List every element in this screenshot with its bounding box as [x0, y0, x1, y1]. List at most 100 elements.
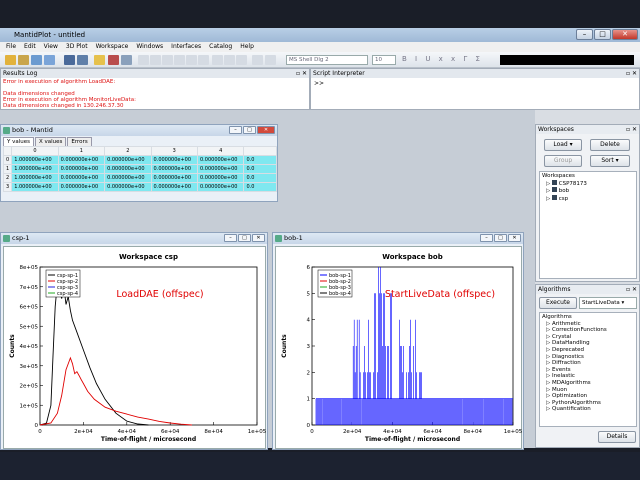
algorithm-category[interactable]: ▷ Deprecated — [546, 346, 585, 353]
new-table-icon[interactable] — [44, 55, 55, 65]
execute-button[interactable]: Execute — [539, 297, 577, 309]
cell[interactable]: 0.000000e+00 — [150, 182, 199, 192]
algorithm-combo[interactable]: StartLiveData ▾ — [579, 297, 637, 309]
delete-button[interactable]: Delete — [590, 139, 630, 151]
algorithm-category[interactable]: ▷ Arithmetic — [546, 320, 581, 327]
table-row[interactable]: 2 1.000000e+00 0.000000e+00 0.000000e+00 0.0… — [2, 173, 277, 183]
font-size-combo[interactable]: 10 — [372, 55, 396, 65]
algorithm-category[interactable]: ▷ CorrectionFunctions — [546, 327, 607, 334]
tree-item[interactable]: ▷ CSP78173 — [546, 179, 587, 187]
pan-icon[interactable] — [150, 55, 161, 65]
algorithm-category[interactable]: ▷ Quantification — [546, 406, 591, 413]
crosshair-icon[interactable] — [198, 55, 209, 65]
algorithm-category[interactable]: ▷ Crystal — [546, 333, 572, 340]
cell[interactable]: 0.000000e+00 — [104, 182, 152, 192]
tree-item[interactable]: ▷ csp — [546, 194, 569, 202]
matrix-icon[interactable] — [64, 55, 75, 65]
menu-workspace[interactable]: Workspace — [95, 43, 129, 50]
text-icon[interactable] — [212, 55, 223, 65]
sort-button[interactable]: Sort ▾ — [590, 155, 630, 167]
group-button[interactable]: Group — [544, 155, 582, 167]
algorithm-category[interactable]: ▷ DataHandling — [546, 340, 590, 347]
close-button[interactable]: ✕ — [252, 234, 265, 242]
minimize-button[interactable]: – — [576, 29, 593, 40]
close-button[interactable]: ✕ — [257, 126, 275, 134]
cell[interactable]: 1.000000e+00 — [11, 182, 59, 192]
cell[interactable]: 0.0 — [243, 182, 277, 192]
bob-plot-area[interactable]: Workspace bob 0 2e+04 4e+04 6e+04 8e+04 1e+05 0… — [275, 246, 523, 450]
bob-chart[interactable]: Workspace bob 0 2e+04 4e+04 6e+04 8e+04 1e+05 0… — [276, 247, 523, 450]
table-row[interactable]: 3 1.000000e+00 0.000000e+00 0.000000e+00 0.0… — [2, 182, 277, 192]
zoom-in-icon[interactable] — [162, 55, 173, 65]
cell[interactable]: 0.0 — [243, 155, 277, 165]
save-icon[interactable] — [31, 55, 42, 65]
min-button[interactable]: – — [480, 234, 493, 242]
float-close-icons[interactable]: ▫ ✕ — [295, 70, 307, 77]
menu-3d-plot[interactable]: 3D Plot — [65, 43, 88, 50]
table-row[interactable]: 0 1.000000e+00 0.000000e+00 0.000000e+00 0.0… — [2, 155, 277, 165]
menu-file[interactable]: File — [6, 43, 17, 50]
menu-help[interactable]: Help — [240, 43, 254, 50]
algorithm-category[interactable]: ▷ Muon — [546, 386, 568, 393]
min-button[interactable]: – — [229, 126, 242, 134]
float-close-icons[interactable]: ▫ ✕ — [625, 286, 637, 293]
cell[interactable]: 0.000000e+00 — [196, 173, 245, 183]
open-folder-icon[interactable] — [5, 55, 16, 65]
cell[interactable]: 0.0 — [243, 164, 277, 174]
cell[interactable]: 1.000000e+00 — [11, 173, 59, 183]
graph-icon[interactable] — [108, 55, 119, 65]
cell[interactable]: 1.000000e+00 — [11, 155, 59, 165]
cell[interactable]: 1.000000e+00 — [11, 164, 59, 174]
data-reader-icon[interactable] — [186, 55, 197, 65]
line-icon[interactable] — [236, 55, 247, 65]
algorithm-category[interactable]: ▷ Diffraction — [546, 360, 581, 367]
min-button[interactable]: – — [224, 234, 237, 242]
menu-view[interactable]: View — [43, 43, 58, 50]
csp-plot-area[interactable]: Workspace csp 0 2e+04 4e+04 6e+04 8e+04 1e+05 0… — [3, 246, 267, 450]
plot-icon[interactable] — [121, 55, 132, 65]
cell[interactable]: 0.000000e+00 — [104, 155, 152, 165]
cell[interactable]: 0.000000e+00 — [150, 155, 199, 165]
pointer-icon[interactable] — [138, 55, 149, 65]
table-row[interactable]: 1 1.000000e+00 0.000000e+00 0.000000e+00 0.0… — [2, 164, 277, 174]
menu-catalog[interactable]: Catalog — [209, 43, 233, 50]
cell[interactable]: 0.000000e+00 — [104, 173, 152, 183]
zoom-out-icon[interactable] — [174, 55, 185, 65]
cell[interactable]: 0.000000e+00 — [57, 155, 106, 165]
max-button[interactable]: □ — [238, 234, 251, 242]
algorithm-category[interactable]: ▷ MDAlgorithms — [546, 379, 591, 386]
python-prompt[interactable]: >> — [314, 80, 325, 87]
menu-interfaces[interactable]: Interfaces — [171, 43, 202, 50]
cell[interactable]: 0.000000e+00 — [104, 164, 152, 174]
cell[interactable]: 0.000000e+00 — [196, 155, 245, 165]
cell[interactable]: 0.000000e+00 — [57, 164, 106, 174]
font-combo[interactable]: MS Shell Dlg 2 — [286, 55, 368, 65]
tree-item[interactable]: ▷ bob — [546, 187, 570, 195]
algorithm-category[interactable]: ▷ PythonAlgorithms — [546, 399, 601, 406]
layer-icon[interactable] — [252, 55, 263, 65]
close-button[interactable]: ✕ — [508, 234, 521, 242]
grid-icon[interactable] — [77, 55, 88, 65]
load-button[interactable]: Load ▾ — [544, 139, 582, 151]
cell[interactable]: 0.000000e+00 — [57, 182, 106, 192]
menu-windows[interactable]: Windows — [136, 43, 164, 50]
cell[interactable]: 0.000000e+00 — [150, 164, 199, 174]
algorithm-category[interactable]: ▷ Diagnostics — [546, 353, 584, 360]
algorithm-category[interactable]: ▷ Inelastic — [546, 373, 575, 380]
algorithm-category[interactable]: ▷ Events — [546, 366, 571, 373]
details-button[interactable]: Details — [598, 431, 636, 443]
close-button[interactable]: ✕ — [612, 29, 638, 40]
folder-icon[interactable] — [94, 55, 105, 65]
max-button[interactable]: □ — [243, 126, 256, 134]
csp-chart[interactable]: Workspace csp 0 2e+04 4e+04 6e+04 8e+04 1e+05 0… — [4, 247, 267, 450]
arrow-icon[interactable] — [224, 55, 235, 65]
layout-icon[interactable] — [265, 55, 276, 65]
format-icons[interactable]: B I U x x Γ Σ — [402, 55, 483, 63]
cell[interactable]: 0.000000e+00 — [150, 173, 199, 183]
menu-edit[interactable]: Edit — [24, 43, 36, 50]
float-close-icons[interactable]: ▫ ✕ — [625, 70, 637, 77]
algorithm-tree[interactable]: Algorithms ▷ Arithmetic ▷ CorrectionFunct… — [539, 312, 637, 427]
algorithm-category[interactable]: ▷ Optimization — [546, 393, 588, 400]
workspace-tree[interactable]: Workspaces ▷ CSP78173 ▷ bob ▷ csp — [539, 171, 637, 279]
cell[interactable]: 0.0 — [243, 173, 277, 183]
